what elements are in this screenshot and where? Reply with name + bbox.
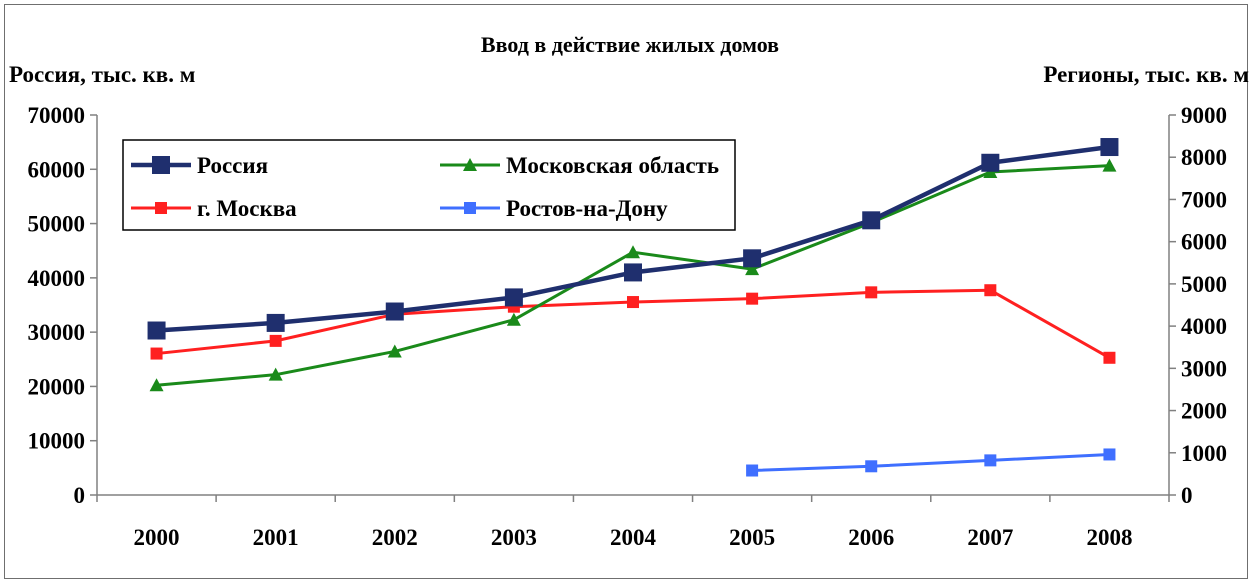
data-point [1100,138,1119,157]
series-0 [147,138,1119,340]
data-point [746,292,759,305]
x-tick-label: 2004 [610,525,657,550]
y-left-tick-label: 50000 [28,212,86,237]
x-tick-label: 2003 [491,525,537,550]
data-point [746,464,759,477]
data-point [627,296,639,309]
y-left-tick-label: 70000 [28,103,86,128]
data-point [984,284,997,297]
data-point [463,158,477,171]
y-left-tick-label: 60000 [28,157,86,182]
data-point [504,288,523,307]
series-line [752,452,1110,473]
series-2 [150,284,1116,364]
y-left-tick-label: 20000 [28,374,86,399]
y-right-tick-label: 5000 [1181,272,1227,297]
y-left-tick-label: 0 [74,483,86,508]
y-axis-left-label: Россия, тыс. кв. м [9,62,195,87]
data-point [865,460,878,473]
data-point [150,347,163,360]
data-point [464,202,476,214]
data-point [155,202,167,214]
axes: 0 10000 20000 30000 40000 50000 60000 70000 0 100… [28,103,1228,550]
x-tick-label: 2007 [967,525,1013,550]
data-point [266,313,285,332]
data-point [865,286,878,299]
x-tick-label: 2000 [134,525,180,550]
x-tick-label: 2006 [848,525,894,550]
y-right-tick-label: 3000 [1181,356,1227,381]
y-right-tick-label: 2000 [1181,399,1227,424]
data-point [1103,448,1116,461]
data-point [624,263,642,282]
y-right-tick-label: 1000 [1181,441,1227,466]
x-tick-label: 2005 [729,525,775,550]
series-3 [746,448,1116,477]
legend-item: Московская область [440,153,719,178]
chart-title: Ввод в действие жилых домов [481,32,779,57]
x-tick-label: 2001 [253,525,299,550]
y-right-tick-label: 6000 [1181,230,1227,255]
y-right-tick-label: 8000 [1181,145,1227,170]
x-tick-label: 2002 [372,525,418,550]
data-point [981,153,1000,172]
data-point [506,312,521,326]
line-chart: Ввод в действие жилых домов Россия, тыс.… [9,32,1249,550]
data-point [862,211,881,230]
legend-label: г. Москва [197,196,297,221]
data-point [626,245,640,259]
data-point [984,454,997,467]
y-left-tick-label: 30000 [28,320,86,345]
legend: Россия Московская область г. Москва Ростов-… [122,139,736,231]
data-point [385,302,404,321]
data-point [268,367,283,381]
y-left-tick-label: 10000 [28,429,86,454]
y-right-tick-label: 9000 [1181,103,1227,128]
data-point [147,321,166,340]
data-point [745,262,760,276]
legend-label: Московская область [506,153,719,178]
data-point [743,249,762,268]
legend-item: Россия [131,153,268,178]
y-right-tick-label: 4000 [1181,314,1227,339]
data-point [152,156,170,174]
data-point [1103,351,1116,364]
chart-frame: Ввод в действие жилых домов Россия, тыс.… [4,4,1249,579]
data-point [149,378,164,392]
x-tick-label: 2008 [1086,525,1132,550]
y-axis-right-label: Регионы, тыс. кв. м [1043,62,1249,87]
data-point [387,344,402,358]
data-point [269,334,282,347]
legend-item: Ростов-на-Дону [440,196,668,221]
data-point [1102,158,1117,172]
y-right-tick-label: 0 [1181,483,1193,508]
y-left-tick-label: 40000 [28,266,86,291]
y-right-tick-label: 7000 [1181,187,1227,212]
legend-box [122,139,736,231]
legend-label: Россия [197,153,268,178]
series-layer [147,138,1119,477]
legend-label: Ростов-на-Дону [506,196,668,221]
legend-item: г. Москва [131,196,297,221]
